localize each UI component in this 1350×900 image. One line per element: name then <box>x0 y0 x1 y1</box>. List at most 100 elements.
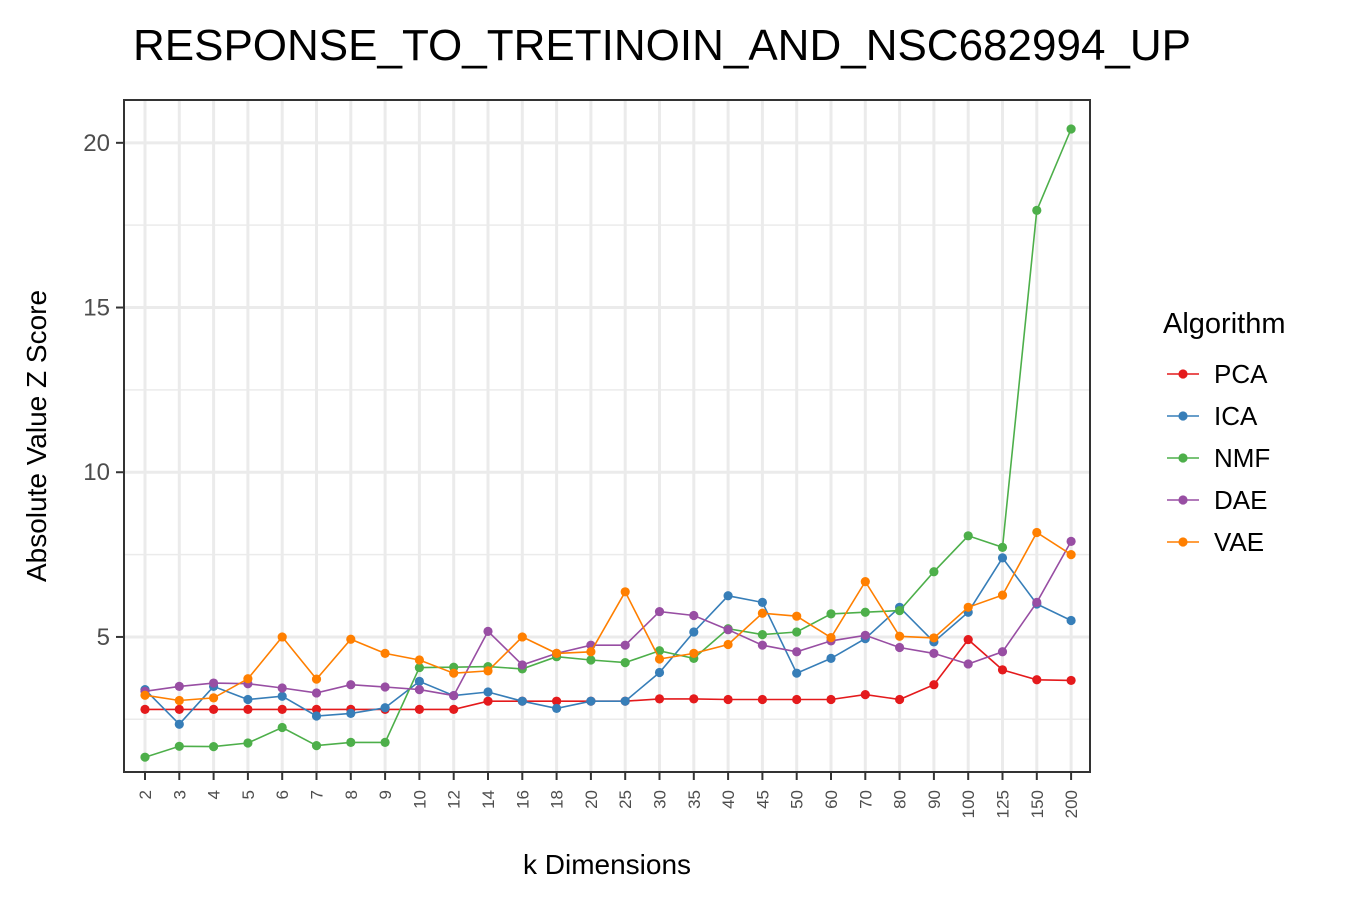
y-axis-title: Absolute Value Z Score <box>21 290 52 582</box>
data-point-dae <box>346 680 356 690</box>
data-point-dae <box>723 625 733 635</box>
data-point-dae <box>929 648 939 659</box>
data-point-pca <box>895 694 905 705</box>
x-tick-label: 80 <box>891 790 910 809</box>
data-point-ica <box>757 597 768 607</box>
data-point-nmf <box>243 738 253 748</box>
data-point-vae <box>620 587 630 597</box>
y-axis: 5 10 15 20 <box>83 130 124 651</box>
data-point-ica <box>552 703 562 714</box>
data-point-dae <box>860 630 870 640</box>
data-point-vae <box>1066 549 1076 560</box>
data-point-ica <box>723 591 733 601</box>
legend-label: ICA <box>1214 401 1258 431</box>
chart-title: RESPONSE_TO_TRETINOIN_AND_NSC682994_UP <box>133 21 1191 70</box>
series-vae <box>140 527 1076 706</box>
data-point-dae <box>209 678 219 688</box>
data-point-pca <box>449 704 459 715</box>
data-point-vae <box>449 668 459 678</box>
data-point-dae <box>414 685 424 695</box>
x-tick-label: 100 <box>959 790 978 818</box>
data-point-ica <box>414 676 424 687</box>
x-tick-label: 12 <box>445 790 464 809</box>
data-point-nmf <box>620 658 630 668</box>
data-point-dae <box>895 642 905 653</box>
data-point-pca <box>792 694 802 705</box>
data-point-dae <box>620 640 630 650</box>
data-point-pca <box>209 704 219 715</box>
series-line-nmf <box>144 128 1072 758</box>
x-tick-label: 45 <box>753 790 772 809</box>
data-point-nmf <box>140 752 150 762</box>
data-point-vae <box>243 674 253 684</box>
data-point-nmf <box>380 737 390 747</box>
data-point-ica <box>174 719 184 729</box>
legend-key-point <box>1178 369 1188 379</box>
data-point-pca <box>723 694 733 705</box>
legend-key-point <box>1178 453 1188 463</box>
x-tick-label: 40 <box>719 790 738 809</box>
data-point-pca <box>654 694 665 704</box>
data-point-vae <box>140 690 150 700</box>
data-point-vae <box>689 648 699 659</box>
data-point-vae <box>860 577 870 587</box>
data-point-nmf <box>1066 124 1076 134</box>
data-point-nmf <box>963 531 973 541</box>
data-point-dae <box>792 647 802 657</box>
data-point-vae <box>380 648 390 659</box>
data-point-pca <box>483 696 493 706</box>
legend-key-point <box>1178 537 1188 547</box>
data-point-ica <box>346 708 356 718</box>
data-point-vae <box>963 602 973 612</box>
x-tick-label: 30 <box>651 790 670 809</box>
y-tick-label: 20 <box>83 130 110 157</box>
data-point-vae <box>1032 527 1042 538</box>
data-point-nmf <box>346 737 356 747</box>
data-point-dae <box>517 660 527 670</box>
data-point-dae <box>449 690 459 701</box>
data-point-pca <box>997 665 1008 675</box>
data-point-nmf <box>414 662 424 673</box>
legend-item-ica: ICA <box>1167 401 1258 431</box>
data-point-nmf <box>757 630 768 640</box>
plot-panel-border <box>123 99 1091 773</box>
x-tick-label: 14 <box>479 790 498 809</box>
data-point-ica <box>586 696 596 706</box>
data-point-nmf <box>929 567 939 577</box>
data-point-pca <box>963 634 973 645</box>
data-point-ica <box>311 711 322 721</box>
data-point-vae <box>277 632 287 642</box>
data-point-ica <box>689 627 699 637</box>
data-point-pca <box>860 689 870 700</box>
x-tick-label: 60 <box>822 790 841 809</box>
series-nmf <box>140 124 1076 762</box>
x-tick-label: 3 <box>170 790 189 799</box>
data-point-vae <box>654 654 665 664</box>
x-tick-label: 8 <box>342 790 361 799</box>
data-point-nmf <box>792 627 802 637</box>
legend-item-dae: DAE <box>1167 485 1267 515</box>
data-point-vae <box>209 693 219 703</box>
data-point-nmf <box>826 609 836 619</box>
data-point-ica <box>483 687 493 697</box>
data-point-dae <box>380 682 390 692</box>
y-tick-label: 5 <box>97 624 110 651</box>
data-point-dae <box>1032 597 1042 607</box>
x-tick-label: 9 <box>376 790 395 799</box>
data-point-pca <box>277 704 287 715</box>
x-tick-label: 200 <box>1062 790 1081 818</box>
data-point-vae <box>552 648 562 659</box>
x-tick-label: 2 <box>136 790 155 799</box>
data-point-dae <box>997 647 1008 657</box>
legend-label: NMF <box>1214 443 1270 473</box>
legend-item-nmf: NMF <box>1167 443 1270 473</box>
y-tick-label: 10 <box>83 459 110 486</box>
legend-label: DAE <box>1214 485 1267 515</box>
data-point-vae <box>997 590 1008 600</box>
data-point-vae <box>792 611 802 621</box>
y-tick-label: 15 <box>83 295 110 322</box>
data-point-ica <box>792 668 802 678</box>
x-axis: 2 3 4 5 6 7 8 9 10 12 14 16 18 20 25 30 35 40 45 50 60 70 80 90… <box>136 772 1081 818</box>
data-point-ica <box>654 667 665 678</box>
